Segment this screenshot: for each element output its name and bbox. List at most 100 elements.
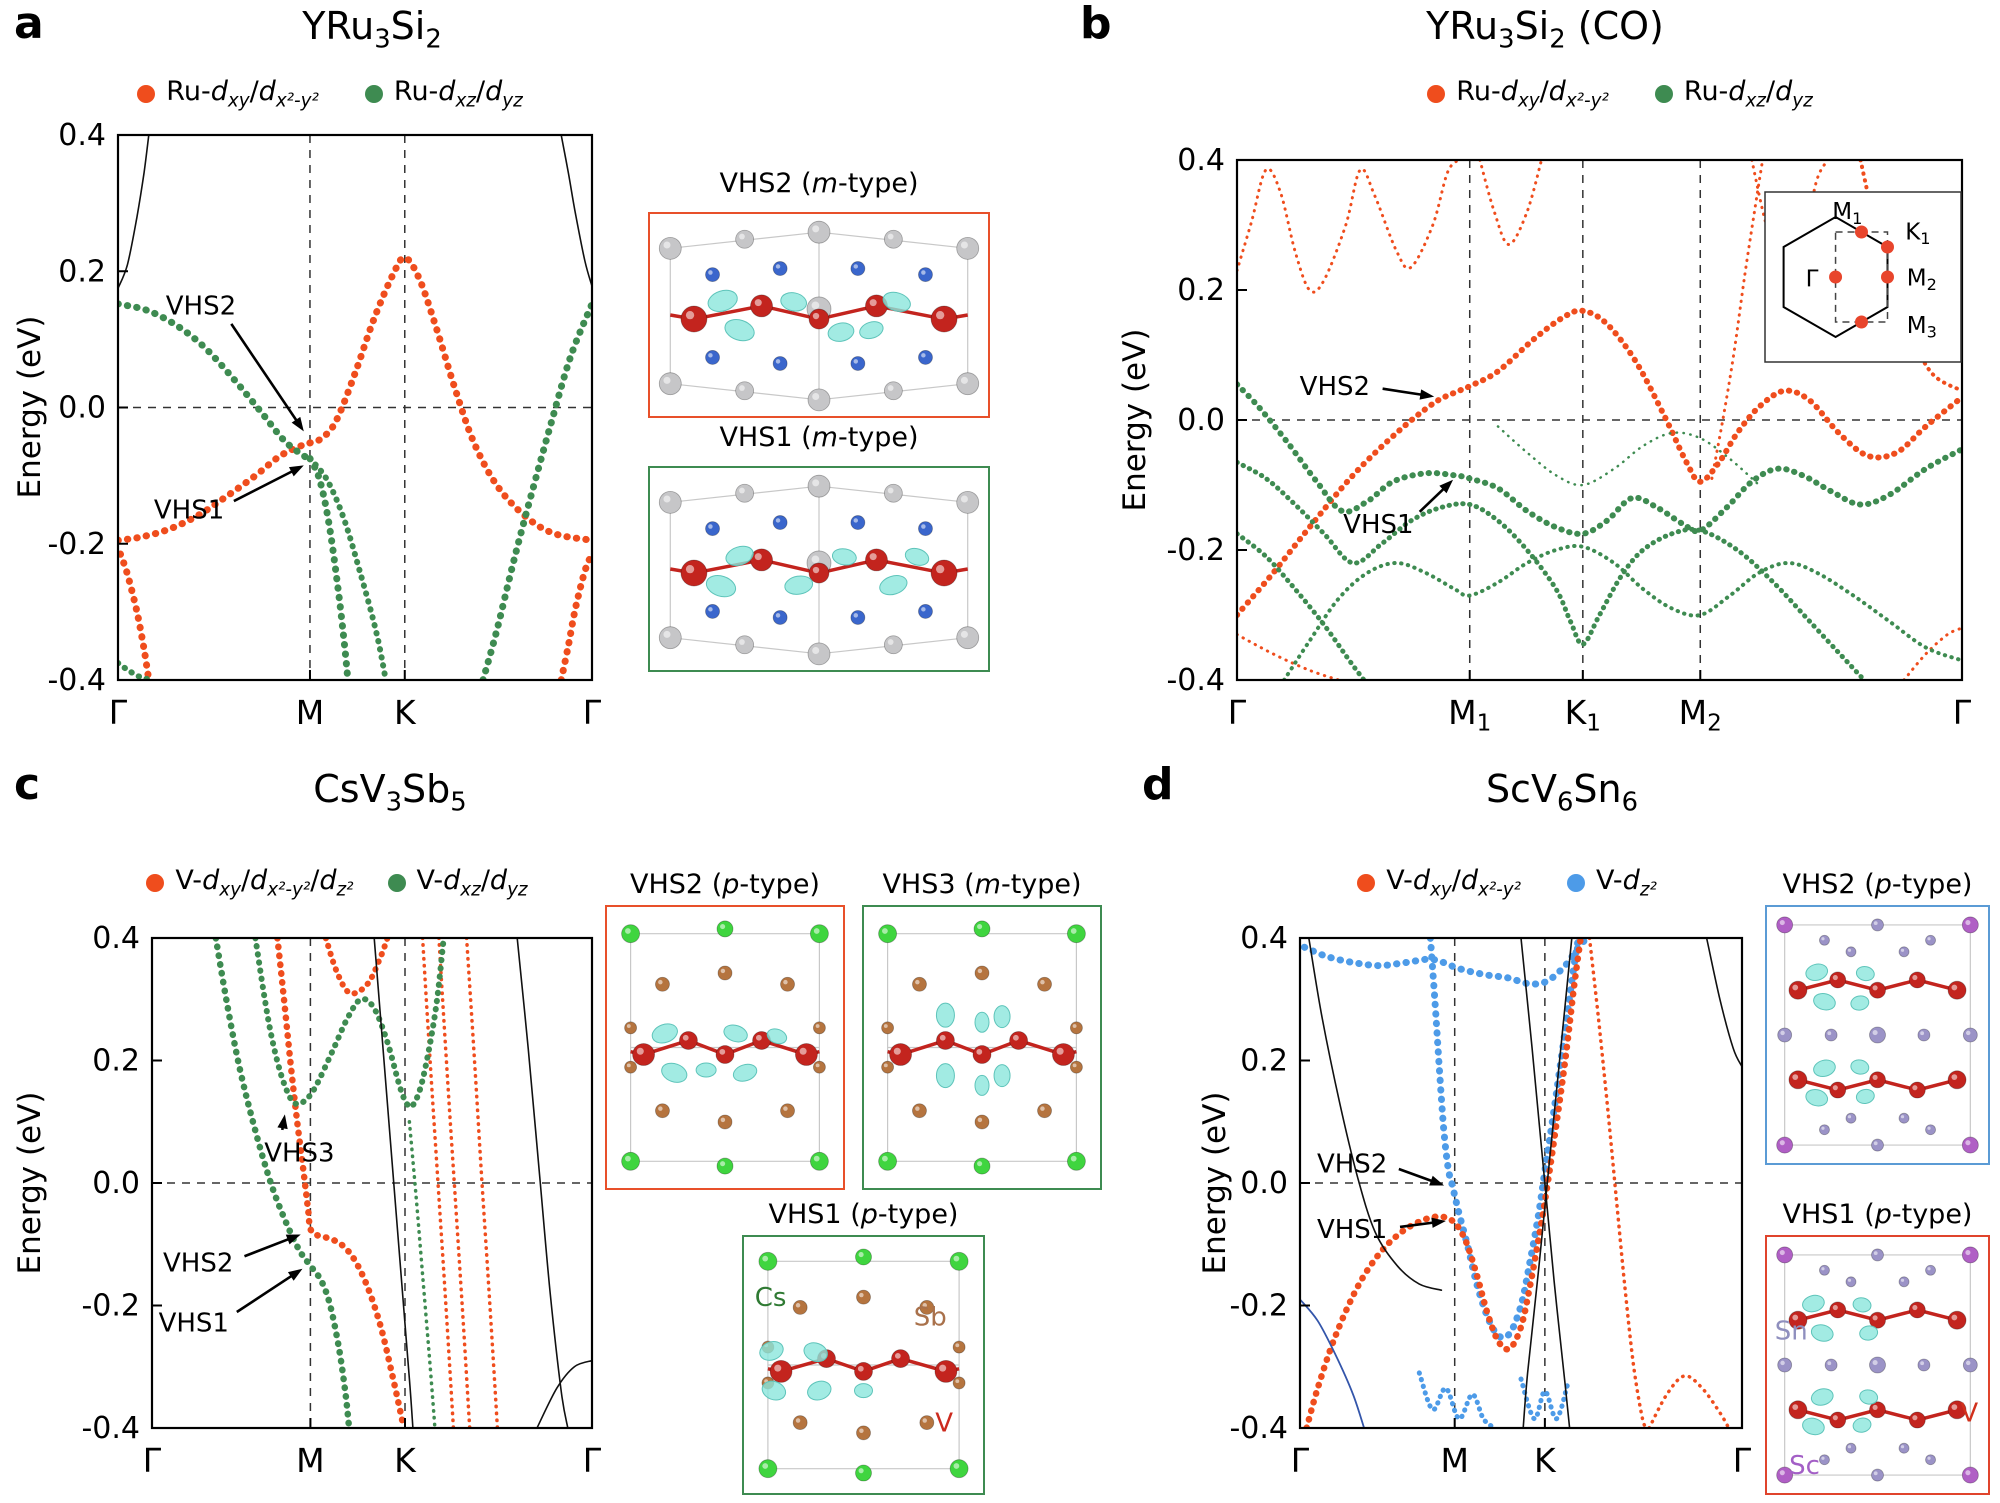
- gray-atom: [807, 388, 831, 412]
- atom-highlight: [663, 376, 671, 384]
- gray-atom: [735, 381, 755, 401]
- y-tick-label: -0.4: [81, 1411, 140, 1446]
- orbital-lobe: [1850, 1059, 1870, 1075]
- atom-highlight: [1951, 1404, 1958, 1410]
- blue-atom: [705, 521, 720, 536]
- orbital-lobe: [859, 321, 884, 340]
- atom-highlight: [811, 555, 820, 564]
- atom-highlight: [977, 968, 983, 974]
- atom-highlight: [720, 1161, 726, 1167]
- annotation-arrow: [1399, 1220, 1438, 1229]
- atom-highlight: [1912, 1305, 1918, 1311]
- green-atom: [949, 1459, 969, 1479]
- atom-highlight: [955, 1379, 960, 1384]
- lavender-atom: [1898, 946, 1910, 958]
- x-tick-label: Γ: [143, 1441, 162, 1480]
- green-atom: [1066, 1151, 1086, 1171]
- crystal-structure-inset: [862, 905, 1102, 1190]
- atom-highlight: [1912, 975, 1918, 981]
- lavender-atom: [1962, 1027, 1978, 1043]
- panel-label-d: d: [1142, 759, 1174, 810]
- brown-atom: [912, 1103, 927, 1119]
- lavender-atom: [1898, 1276, 1910, 1288]
- x-tick-label: Γ: [1228, 693, 1247, 732]
- vhs-annotation: VHS2: [166, 291, 236, 321]
- band-series: [464, 938, 500, 1428]
- atom-highlight: [1951, 984, 1958, 991]
- annotation-arrowhead: [1429, 1175, 1445, 1186]
- atom-highlight: [799, 1047, 807, 1055]
- atom-highlight: [682, 1034, 689, 1041]
- inset-title: VHS1 (p-type): [1782, 1199, 1973, 1230]
- orbital-lobe: [879, 575, 908, 596]
- orbital-lobe: [725, 545, 754, 566]
- orbital-lobe: [1802, 1417, 1825, 1436]
- brown-atom: [780, 1103, 795, 1119]
- legend-label: V-dxy/dx²-y²: [1386, 865, 1522, 901]
- orbital-lobe: [784, 575, 814, 595]
- legend-item: V-dxy/dx²-y²: [1357, 865, 1521, 900]
- x-tick-label: M: [296, 693, 324, 732]
- atom-highlight: [1873, 1251, 1878, 1256]
- atom-highlight: [1965, 1470, 1971, 1476]
- brown-atom: [624, 1021, 638, 1035]
- blue-atom: [705, 604, 720, 619]
- element-label: V: [935, 1409, 953, 1439]
- atom-highlight: [887, 639, 894, 645]
- green-atom: [809, 924, 829, 944]
- atom-highlight: [960, 495, 968, 503]
- red-atom: [1908, 1301, 1926, 1319]
- band-series: [1478, 160, 1543, 247]
- atom-highlight: [939, 1034, 946, 1041]
- atom-highlight: [720, 923, 726, 930]
- green-atom: [878, 924, 898, 944]
- red-atom: [930, 305, 958, 333]
- panel-title-d: ScV6Sn6: [1485, 767, 1639, 818]
- y-tick-label: 0.2: [1177, 273, 1225, 308]
- green-atom: [855, 1248, 872, 1266]
- orbital-lobe: [935, 1002, 955, 1028]
- orbital-lobe: [707, 289, 738, 312]
- red-atom: [750, 548, 773, 572]
- red-atom: [1829, 1081, 1847, 1099]
- atom-highlight: [1780, 1030, 1785, 1036]
- atom-highlight: [739, 639, 745, 645]
- green-atom: [949, 1251, 969, 1271]
- orbital-lobe: [1852, 1417, 1872, 1433]
- atom-highlight: [1872, 1360, 1878, 1366]
- atom-highlight: [1779, 1470, 1785, 1476]
- band-series: [1520, 938, 1571, 1428]
- purple-atom: [1961, 1136, 1979, 1154]
- gray-atom: [658, 626, 682, 650]
- orbital-lobe: [1813, 1059, 1836, 1078]
- atom-highlight: [1927, 1456, 1931, 1460]
- gray-atom: [807, 220, 831, 244]
- band-series: [1522, 938, 1573, 1428]
- atom-highlight: [976, 1048, 983, 1055]
- brown-atom: [655, 976, 670, 992]
- lavender-atom: [1898, 1112, 1910, 1124]
- crystal-structure: [878, 920, 1086, 1175]
- purple-atom: [1776, 1136, 1794, 1154]
- atom-highlight: [960, 630, 968, 638]
- atom-highlight: [1821, 1456, 1825, 1460]
- red-atom: [1829, 1301, 1847, 1319]
- orbital-lobe: [807, 1380, 832, 1401]
- atom-highlight: [1792, 1314, 1799, 1321]
- atom-highlight: [1072, 1063, 1077, 1068]
- legend-item: Ru-dxy/dx²-y²: [137, 76, 319, 111]
- atom-highlight: [936, 564, 945, 574]
- brown-atom: [1037, 976, 1052, 992]
- orbital-lobe: [1810, 1388, 1834, 1406]
- lavender-atom: [1871, 1138, 1884, 1152]
- gray-atom: [735, 635, 755, 655]
- atom-highlight: [774, 1364, 782, 1372]
- green-atom: [621, 1151, 641, 1171]
- y-tick-label: 0.0: [1240, 1166, 1288, 1201]
- atom-highlight: [1040, 979, 1045, 985]
- atom-highlight: [977, 1117, 983, 1123]
- green-atom: [621, 924, 641, 944]
- crystal-structure-inset: [1765, 905, 1990, 1165]
- atom-highlight: [1872, 985, 1878, 991]
